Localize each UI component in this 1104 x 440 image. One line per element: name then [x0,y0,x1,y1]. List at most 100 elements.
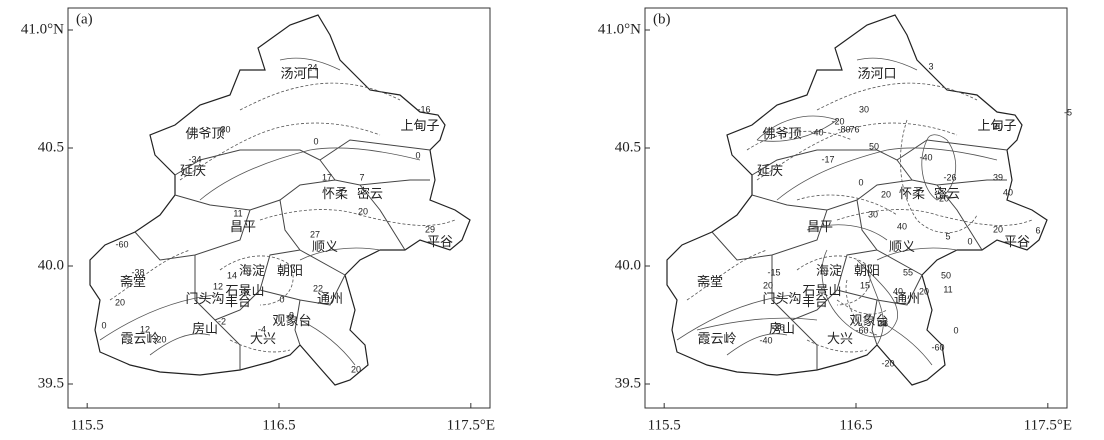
contour-label: 8 [243,287,248,297]
district-border [752,180,1007,210]
contour-label: -2 [218,316,226,326]
place-name: 延庆 [180,163,206,178]
district-border [175,180,430,210]
contour-label: 20 [881,189,891,199]
y-tick-label: 40.0 [615,257,641,273]
contour-label: 40 [1003,187,1013,197]
figure: (a)41.0°N40.540.039.5115.5116.5117.5°E汤河… [0,0,1104,440]
place-name: 门头沟 [762,291,801,306]
contour-label: 0 [967,236,972,246]
contour-label: 5 [945,231,950,241]
y-tick-label: 39.5 [38,375,64,391]
place-name: 佛爷顶 [762,126,801,141]
y-tick-label: 40.5 [615,139,641,155]
contour-line [697,318,817,330]
contour-label: 20 [993,121,1003,131]
place-name: 昌平 [807,219,833,234]
place-name: 怀柔 [899,186,925,201]
contour-label: 0 [313,136,318,146]
contour-label: 30 [868,209,878,219]
contour-label: -24 [304,62,317,72]
contour-label: 27 [310,229,320,239]
place-name: 房山 [192,321,218,336]
y-tick-label: 40.5 [38,139,64,155]
place-name: 上甸子 [400,118,439,133]
y-tick-label: 41.0°N [21,21,64,37]
place-name: 延庆 [757,163,783,178]
place-name: 霞云岭 [697,331,736,346]
contour-label: 20 [115,297,125,307]
contour-label: -60 [115,239,128,249]
contour-label: -15 [767,267,780,277]
x-tick-label: 116.5 [839,417,872,433]
contour-label: -20 [153,334,166,344]
contour-label: -4 [258,324,266,334]
contour-label: -60 [855,325,868,335]
place-name: 斋堂 [697,274,723,289]
contour-label: 22 [313,283,323,293]
contour-label: -36 [771,322,784,332]
x-tick-label: 117.5°E [1024,417,1072,433]
contour-label: -40 [759,335,772,345]
contour-line [817,83,977,110]
place-name: 平谷 [427,234,453,249]
contour-label: 11 [943,284,952,294]
panel-label: (b) [653,11,671,27]
contour-line [837,210,1032,226]
place-name: 海淀 [816,263,842,278]
contour-label: -40 [810,127,823,137]
place-name: 密云 [357,186,383,201]
contour-label: 20 [358,206,368,216]
contour-label: -26 [943,172,956,182]
y-tick-label: 39.5 [615,375,641,391]
place-name: 朝阳 [277,263,303,278]
contour-label: 6 [1035,225,1040,235]
place-name: 平谷 [1004,234,1030,249]
contour-label: 15 [860,280,870,290]
contour-line [240,83,400,110]
district-border [897,140,1007,160]
contour-label: 20 [351,364,361,374]
district-border [320,140,430,160]
contour-line [900,120,977,233]
contour-label: 0 [415,150,420,160]
contour-line [200,148,420,200]
contour-label: 20 [939,193,949,203]
contour-label: -38 [131,267,144,277]
y-tick-label: 40.0 [38,257,64,273]
contour-label: -5 [1064,107,1072,117]
district-border [712,210,827,260]
x-tick-label: 115.5 [71,417,104,433]
contour-label: 7 [359,172,364,182]
district-border [215,320,240,370]
contour-label: -30 [217,124,230,134]
contour-label: 55 [903,267,913,277]
contour-label: 12 [213,281,223,291]
contour-label: 14 [227,270,237,280]
place-name: 顺义 [312,239,338,254]
contour-label: 0 [953,325,958,335]
contour-label: 39 [993,172,1003,182]
contour-label: 3 [928,61,933,71]
contour-label: -20 [881,358,894,368]
contour-label: 0 [279,294,284,304]
contour-label: 50 [869,141,879,151]
contour-label: 40 [897,221,907,231]
panel-frame [68,8,490,408]
y-tick-label: 41.0°N [598,21,641,37]
contour-label: -76 [846,124,859,134]
contour-label: -34 [188,154,201,164]
panel-label: (a) [76,11,93,27]
place-name: 丰台 [802,294,828,309]
contour-label: 20 [763,280,773,290]
contour-label: 12 [140,324,150,334]
contour-label: -17 [821,154,834,164]
place-name: 大兴 [827,331,853,346]
panel-frame [645,8,1067,408]
x-tick-label: 116.5 [262,417,295,433]
contour-label: -40 [919,152,932,162]
x-tick-label: 117.5°E [447,417,495,433]
contour-label: 38 [878,318,888,328]
contour-label: 11 [233,208,242,218]
